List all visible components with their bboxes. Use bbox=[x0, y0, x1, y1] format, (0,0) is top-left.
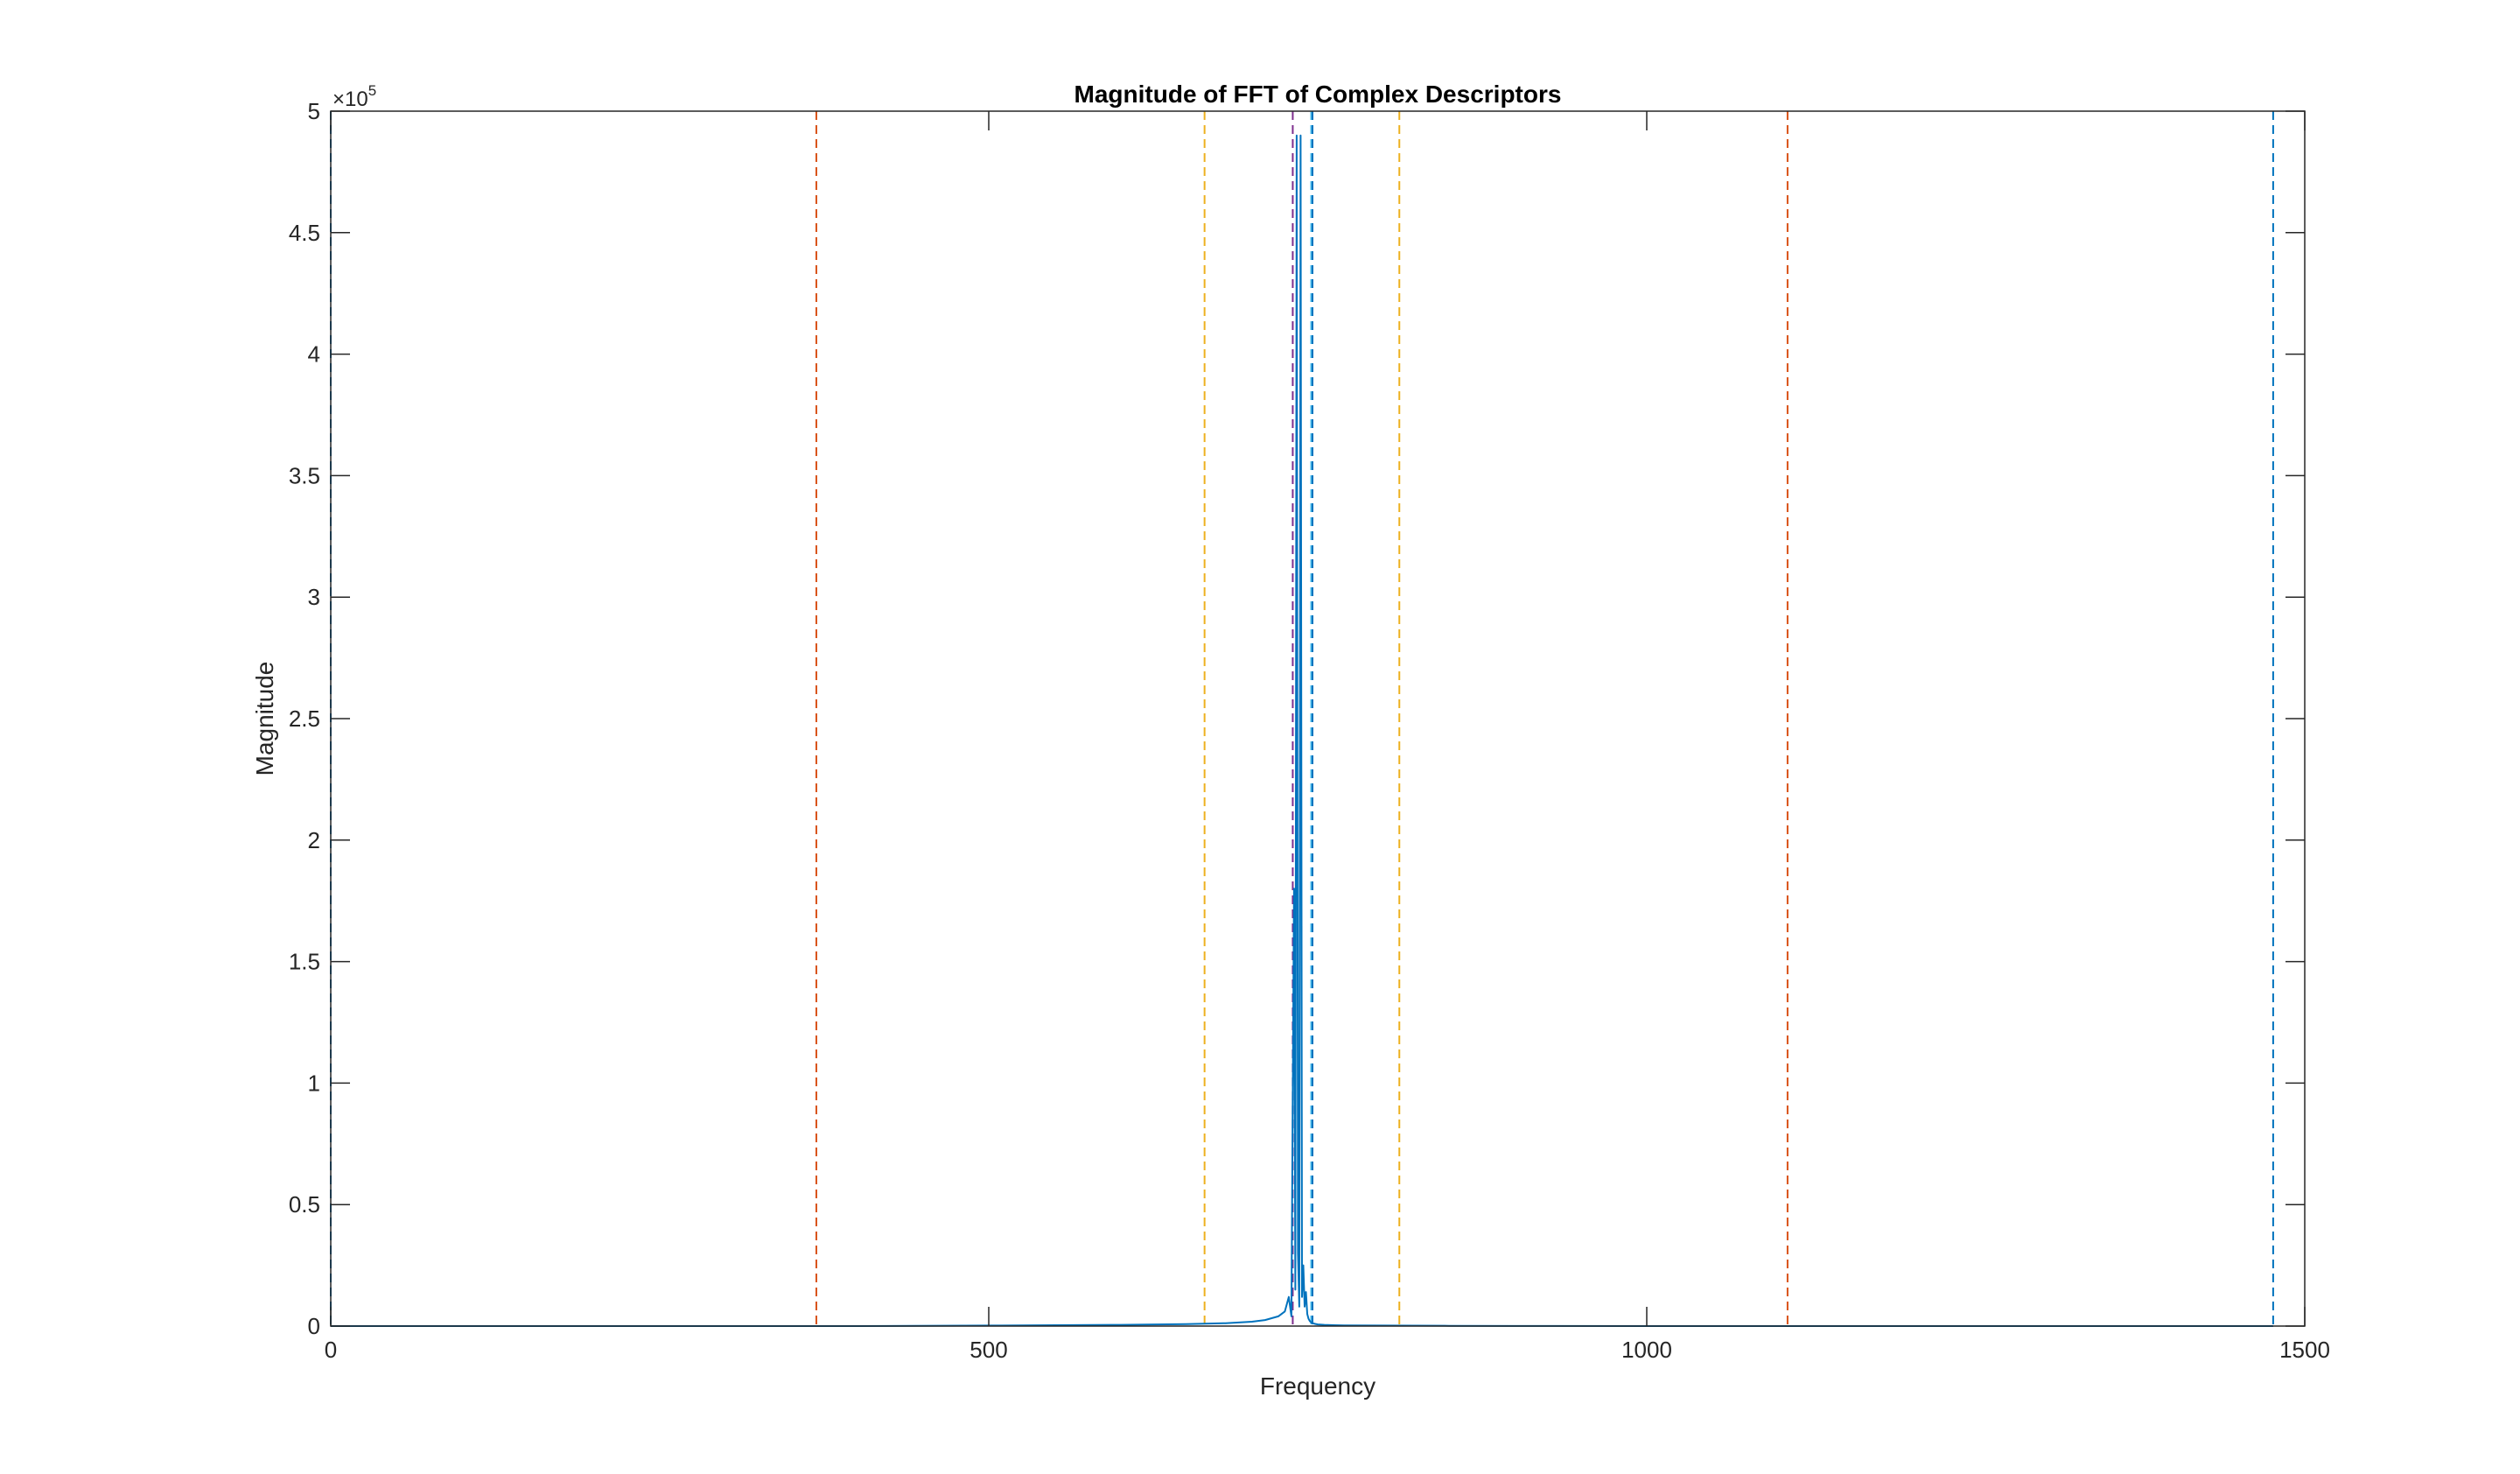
y-tick-label-8: 4 bbox=[308, 341, 320, 368]
y-tick-label-10: 5 bbox=[308, 98, 320, 124]
x-tick-label-0: 0 bbox=[325, 1337, 337, 1363]
y-tick-label-2: 1 bbox=[308, 1070, 320, 1096]
x-axis-label: Frequency bbox=[1260, 1372, 1376, 1400]
y-axis-ticks: 0 0.5 1 1.5 2 2.5 3 3.5 4 4.5 5 bbox=[289, 98, 2305, 1339]
y-tick-label-9: 4.5 bbox=[289, 220, 320, 246]
y-axis-exponent-base: ×10 bbox=[332, 88, 368, 111]
y-axis-exponent-power: 5 bbox=[368, 82, 376, 99]
x-tick-label-1: 500 bbox=[970, 1337, 1007, 1363]
x-tick-label-3: 1500 bbox=[2279, 1337, 2330, 1363]
y-tick-label-5: 2.5 bbox=[289, 705, 320, 732]
y-tick-label-3: 1.5 bbox=[289, 949, 320, 975]
y-tick-label-6: 3 bbox=[308, 584, 320, 610]
y-axis-label: Magnitude bbox=[251, 662, 278, 776]
chart-title: Magnitude of FFT of Complex Descriptors bbox=[1074, 81, 1562, 108]
y-tick-label-0: 0 bbox=[308, 1313, 320, 1339]
y-tick-label-1: 0.5 bbox=[289, 1191, 320, 1218]
x-axis-ticks: 0 500 1000 1500 bbox=[325, 111, 2330, 1363]
plot-area bbox=[331, 111, 2305, 1326]
y-tick-label-4: 2 bbox=[308, 827, 320, 853]
x-tick-label-2: 1000 bbox=[1621, 1337, 1672, 1363]
y-axis-exponent: ×105 bbox=[332, 82, 376, 111]
y-tick-label-7: 3.5 bbox=[289, 462, 320, 488]
